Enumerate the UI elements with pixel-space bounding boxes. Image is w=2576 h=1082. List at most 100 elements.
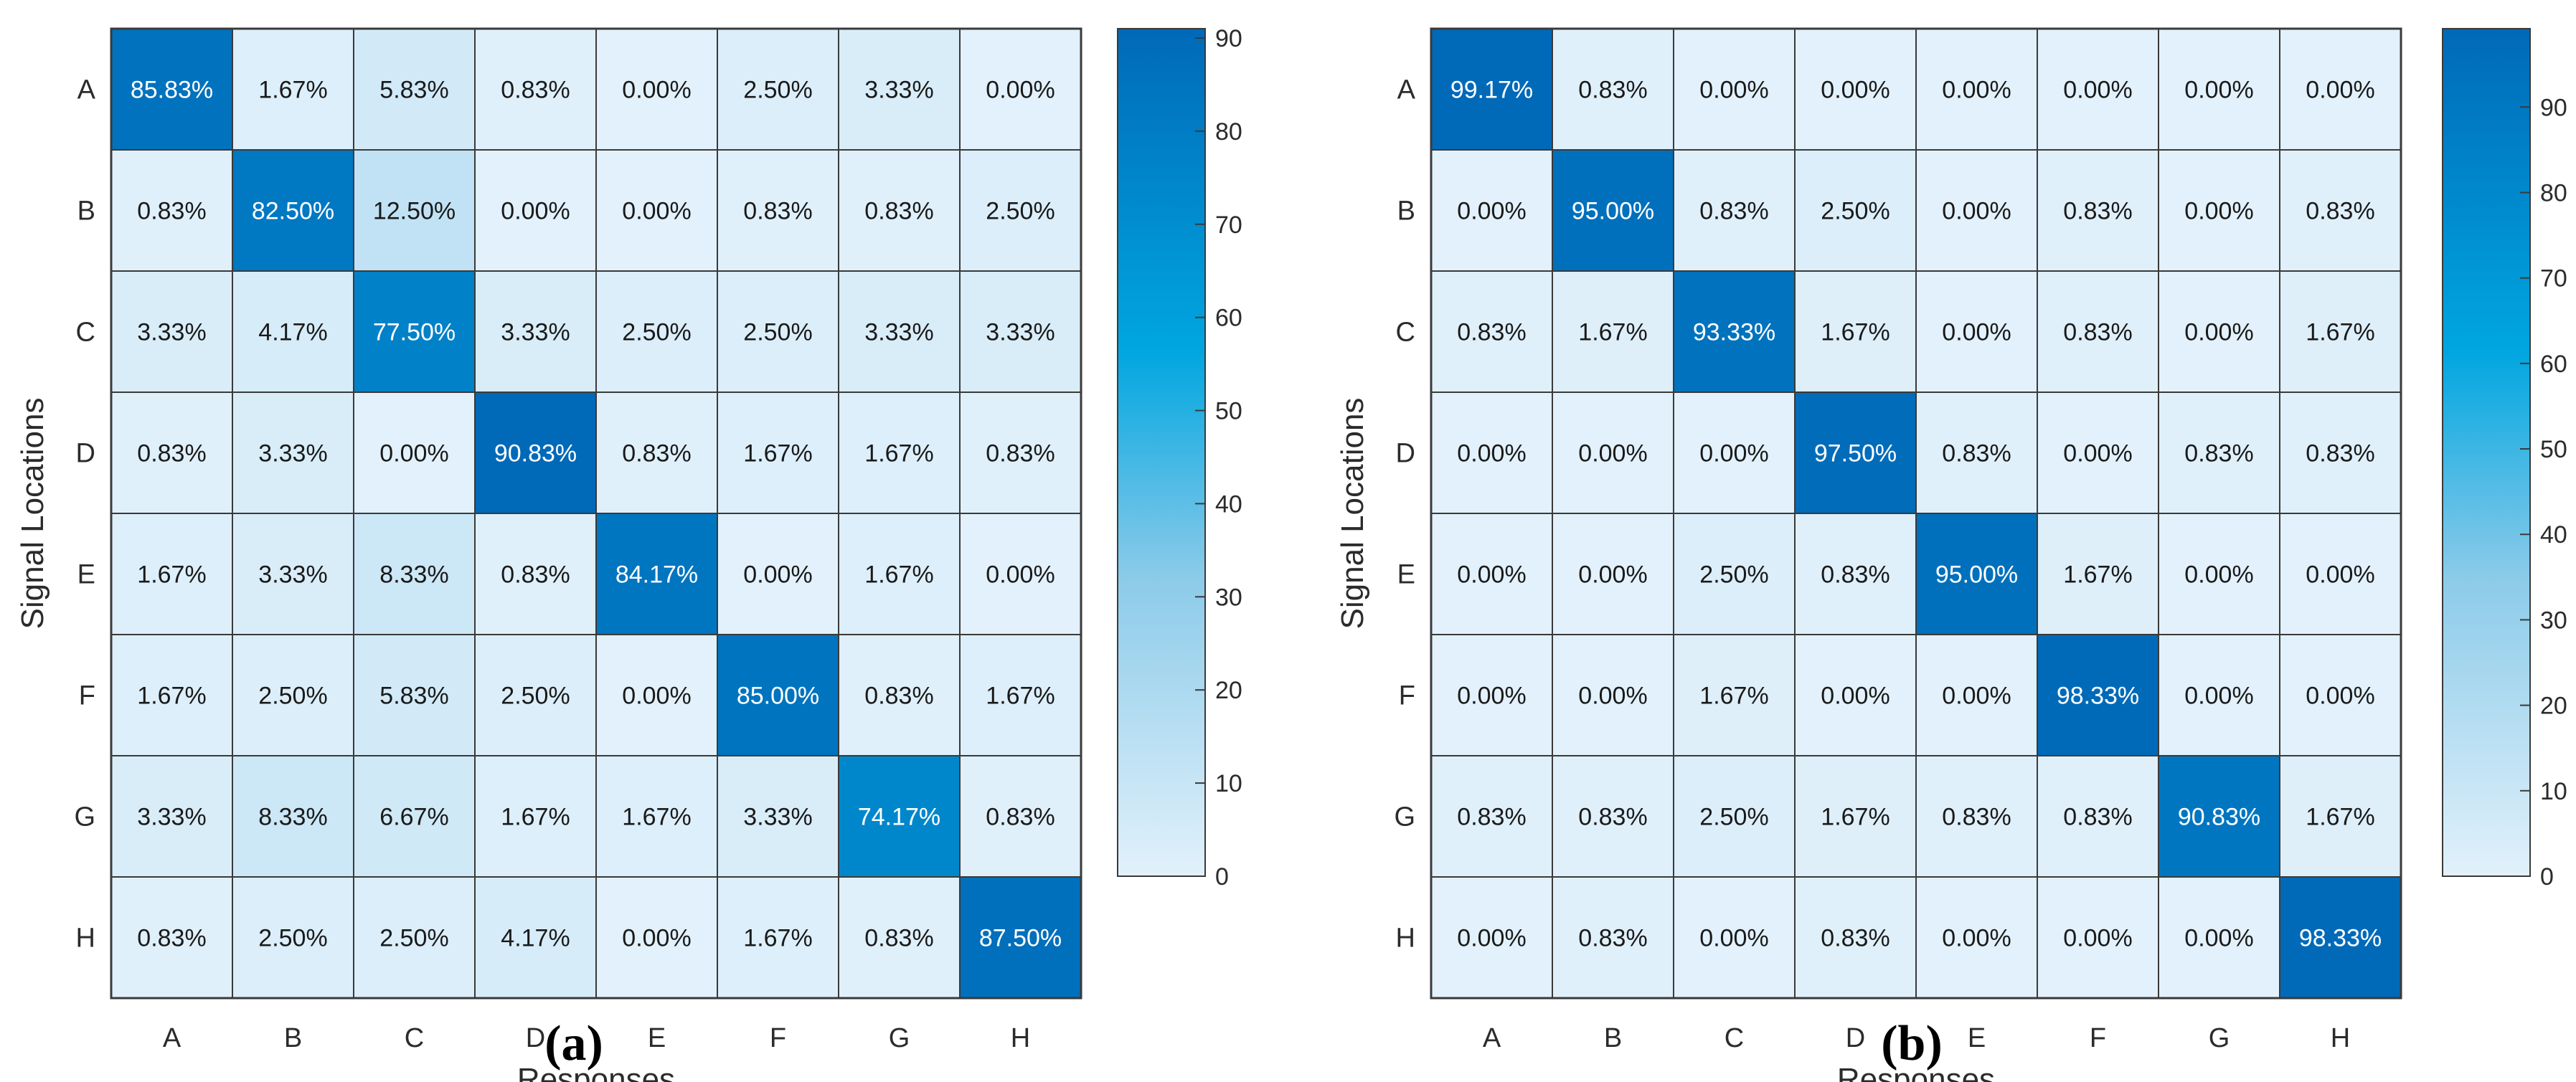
y-tick-label: G xyxy=(74,802,95,832)
cell-value-label: 2.50% xyxy=(258,925,327,952)
heatmap-cell-C-B xyxy=(232,270,354,393)
cell-value-label: 0.00% xyxy=(1457,440,1526,468)
heatmap-cell-G-C xyxy=(353,755,476,878)
heatmap-cell-B-H xyxy=(959,149,1082,272)
heatmap-cell-H-A xyxy=(1430,876,1553,999)
heatmap-cell-D-F xyxy=(2037,391,2159,514)
cell-value-label: 0.00% xyxy=(1942,198,2011,225)
cell-value-label: 2.50% xyxy=(1699,561,1768,589)
cell-value-label: 1.67% xyxy=(743,925,812,952)
cell-value-label: 8.33% xyxy=(379,561,448,589)
heatmap-cell-A-H xyxy=(959,28,1082,151)
cell-value-label: 0.00% xyxy=(2184,925,2253,952)
heatmap-cell-H-C xyxy=(353,876,476,999)
cell-value-label: 0.00% xyxy=(2063,925,2132,952)
heatmap-cell-C-G xyxy=(838,270,961,393)
cell-value-label: 1.67% xyxy=(137,561,206,589)
grid-border xyxy=(110,27,1082,1000)
heatmap-cell-C-H xyxy=(2279,270,2402,393)
cell-value-label: 0.00% xyxy=(743,561,812,589)
heatmap-cell-F-C xyxy=(1673,634,1796,756)
colorbar-tick-label: 40 xyxy=(1215,490,1242,518)
cell-value-label: 0.83% xyxy=(1457,319,1526,346)
heatmap-cell-F-H xyxy=(2279,634,2402,756)
heatmap-cell-D-E xyxy=(595,391,718,514)
cell-value-label: 85.83% xyxy=(131,77,213,104)
colorbar-tick-label: 80 xyxy=(2540,179,2567,207)
heatmap-cell-H-H xyxy=(2279,876,2402,999)
heatmap-cell-H-D xyxy=(1794,876,1917,999)
cell-value-label: 2.50% xyxy=(1821,198,1889,225)
cell-value-label: 6.67% xyxy=(379,804,448,831)
heatmap-cell-A-D xyxy=(1794,28,1917,151)
heatmap-cell-A-G xyxy=(2158,28,2280,151)
x-axis-title: Responses xyxy=(1837,1062,1995,1082)
heatmap-cell-E-D xyxy=(474,513,597,635)
x-tick-label: H xyxy=(2331,1023,2350,1053)
x-tick-label: C xyxy=(405,1023,424,1053)
cell-value-label: 0.00% xyxy=(2063,77,2132,104)
heatmap-cell-G-B xyxy=(1552,755,1674,878)
heatmap-cell-B-G xyxy=(2158,149,2280,272)
cell-value-label: 0.83% xyxy=(2306,440,2374,468)
cell-value-label: 0.83% xyxy=(501,77,570,104)
x-tick-label: C xyxy=(1725,1023,1744,1053)
cell-value-label: 98.33% xyxy=(2299,925,2382,952)
heatmap-cell-G-E xyxy=(1915,755,2038,878)
cell-value-label: 0.83% xyxy=(1942,440,2011,468)
cell-value-label: 97.50% xyxy=(1814,440,1897,468)
colorbar-tick-label: 30 xyxy=(1215,584,1242,611)
colorbar-tick-label: 90 xyxy=(2540,94,2567,121)
heatmap-cell-H-H xyxy=(959,876,1082,999)
heatmap-cell-F-H xyxy=(959,634,1082,756)
cell-value-label: 0.00% xyxy=(2063,440,2132,468)
cell-value-label: 3.33% xyxy=(501,319,570,346)
cell-value-label: 0.83% xyxy=(986,440,1055,468)
cell-value-label: 0.00% xyxy=(622,198,691,225)
cell-value-label: 1.67% xyxy=(2063,561,2132,589)
cell-value-label: 0.83% xyxy=(2184,440,2253,468)
colorbar-tick-label: 40 xyxy=(2540,521,2567,549)
cell-value-label: 0.00% xyxy=(1699,77,1768,104)
cell-value-label: 0.00% xyxy=(1457,683,1526,710)
cell-value-label: 0.00% xyxy=(1942,925,2011,952)
cell-value-label: 0.00% xyxy=(1699,440,1768,468)
cell-value-label: 3.33% xyxy=(258,561,327,589)
cell-value-label: 95.00% xyxy=(1572,198,1654,225)
colorbar-tick-label: 50 xyxy=(1215,398,1242,425)
heatmap-cell-F-F xyxy=(2037,634,2159,756)
colorbar-tick-label: 80 xyxy=(1215,118,1242,146)
heatmap-cell-G-F xyxy=(717,755,839,878)
heatmap-cell-A-F xyxy=(2037,28,2159,151)
cell-value-label: 0.83% xyxy=(864,925,933,952)
cell-value-label: 0.83% xyxy=(137,198,206,225)
cell-value-label: 0.00% xyxy=(2306,561,2374,589)
heatmap-cell-C-C xyxy=(1673,270,1796,393)
cell-value-label: 0.00% xyxy=(2306,683,2374,710)
cell-value-label: 1.67% xyxy=(1821,319,1889,346)
x-tick-label: D xyxy=(526,1023,545,1053)
y-axis-title: Signal Locations xyxy=(15,398,50,630)
heatmap-cell-C-D xyxy=(474,270,597,393)
cell-value-label: 12.50% xyxy=(373,198,456,225)
colorbar-tick-label: 0 xyxy=(1215,863,1229,891)
heatmap-cell-G-B xyxy=(232,755,354,878)
cell-value-label: 0.83% xyxy=(864,683,933,710)
heatmap-cell-F-B xyxy=(1552,634,1674,756)
cell-value-label: 74.17% xyxy=(858,804,940,831)
x-tick-label: E xyxy=(648,1023,666,1053)
cell-value-label: 0.83% xyxy=(1942,804,2011,831)
x-tick-label: G xyxy=(889,1023,910,1053)
cell-value-label: 0.83% xyxy=(864,198,933,225)
x-tick-label: E xyxy=(1968,1023,1986,1053)
heatmap-cell-H-F xyxy=(2037,876,2159,999)
x-tick-label: D xyxy=(1846,1023,1865,1053)
heatmap-cell-E-A xyxy=(1430,513,1553,635)
y-tick-label: H xyxy=(76,924,95,954)
y-tick-label: C xyxy=(1396,318,1415,348)
heatmap-cell-C-E xyxy=(595,270,718,393)
heatmap-cell-F-G xyxy=(2158,634,2280,756)
heatmap-cell-D-B xyxy=(1552,391,1674,514)
cell-value-label: 0.83% xyxy=(1578,77,1647,104)
